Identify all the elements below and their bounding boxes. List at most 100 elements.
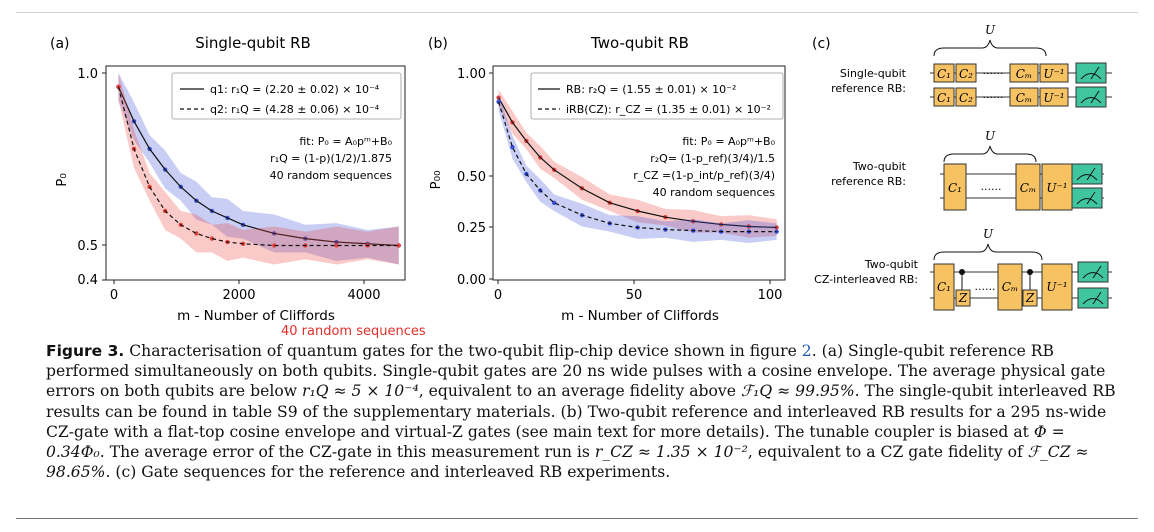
panel-b-legend-1: iRB(CZ): r_CZ = (1.35 ± 0.01) × 10⁻² bbox=[566, 103, 771, 116]
panel-a-legend-1: q2: r₁Q = (4.28 ± 0.06) × 10⁻⁴ bbox=[210, 103, 380, 116]
gate-c1-text: C₁ bbox=[948, 181, 962, 195]
panel-a-ann-0: fit: P₀ = A₀pᵐ+B₀ bbox=[299, 135, 392, 148]
gate-z bbox=[955, 289, 971, 307]
figure-svg: (a) Single-qubit RB 1.0 0.5 0.4 0 2000 4… bbox=[50, 23, 1112, 324]
series-2-point bbox=[396, 243, 401, 248]
series-1-fit-line bbox=[117, 86, 399, 247]
series-2-band bbox=[498, 93, 777, 243]
series-2-point bbox=[334, 243, 339, 248]
caption-text: . The single-qubit interleaved RB result… bbox=[46, 382, 1116, 441]
series-2-point bbox=[209, 236, 215, 241]
dots: ...... bbox=[975, 280, 996, 293]
panel-b-ylabel: P₀₀ bbox=[428, 171, 444, 190]
panel-c-label: (c) bbox=[812, 36, 831, 52]
figure-link[interactable]: 2 bbox=[801, 342, 812, 360]
gate-uinv-text: U⁻¹ bbox=[1043, 67, 1064, 81]
panel-b-plot bbox=[496, 89, 779, 243]
panel-a-ann-1: r₁Q = (1-p)(1/2)/1.875 bbox=[270, 152, 392, 165]
gate-cm bbox=[1015, 163, 1041, 211]
dots: ...... bbox=[981, 180, 1002, 193]
panel-a-xtick-1: 2000 bbox=[222, 288, 255, 303]
meter-needle-icon bbox=[1080, 90, 1102, 104]
panel-a-xtick-2: 4000 bbox=[347, 288, 380, 303]
panel-a-xtick-0: 0 bbox=[110, 288, 118, 303]
panel-a-legend-0: q1: r₁Q = (2.20 ± 0.02) × 10⁻⁴ bbox=[210, 83, 380, 96]
gate-uinv-text: U⁻¹ bbox=[1046, 181, 1067, 195]
caption-text: , equivalent to a CZ gate fidelity of bbox=[747, 443, 1028, 462]
circuit-row2 bbox=[940, 163, 1104, 211]
gate-c2-text: C₂ bbox=[959, 91, 973, 105]
gate-c1-text: C₁ bbox=[937, 91, 951, 105]
panel-b-label: (b) bbox=[428, 36, 448, 52]
series-2-point bbox=[194, 231, 199, 236]
circuit-row1 bbox=[930, 62, 1112, 108]
caption-text: . The average error of the CZ-gate in th… bbox=[99, 443, 595, 462]
gate-c1-text: C₁ bbox=[937, 280, 951, 294]
panel-a-ann-2: 40 random sequences bbox=[270, 169, 393, 182]
gate-c2 bbox=[955, 63, 977, 83]
figure-caption: Figure 3. Characterisation of quantum ga… bbox=[46, 341, 1126, 482]
caption-head: Figure 3. bbox=[46, 342, 125, 360]
gate-c1-text: C₁ bbox=[937, 67, 951, 81]
gate-uinv bbox=[1039, 63, 1069, 83]
panel-b-ann-2: r_CZ =(1-p_int/p_ref)(3/4) bbox=[633, 169, 775, 182]
gate-cm-text: Cₘ bbox=[1002, 280, 1019, 294]
panel-a-ylabel: P₀ bbox=[54, 173, 70, 187]
series-2-point bbox=[271, 243, 277, 248]
panel-a-ytick-0: 1.0 bbox=[77, 67, 98, 82]
gate-cm-text: Cₘ bbox=[1020, 181, 1037, 195]
panel-b-ytick-0: 1.00 bbox=[457, 67, 486, 82]
gate-cm bbox=[997, 263, 1023, 311]
gate-cm bbox=[1009, 87, 1039, 107]
gate-cm-text: Cₘ bbox=[1016, 91, 1033, 105]
circuit-row1-label-line1: Single-qubit bbox=[840, 67, 907, 80]
brace-row1-label: U bbox=[985, 23, 996, 37]
dots: ...... bbox=[983, 88, 1004, 101]
circuit-row2-label-line2: reference RB: bbox=[831, 175, 906, 188]
panel-b-axes bbox=[492, 65, 786, 281]
gate-uinv bbox=[1039, 87, 1069, 107]
panel-a-axes bbox=[105, 65, 406, 281]
gate-c2 bbox=[955, 87, 977, 107]
panel-a-legend bbox=[171, 72, 402, 120]
series-1-band bbox=[118, 73, 399, 265]
brace-row3 bbox=[933, 243, 1043, 261]
panel-a-xlabel: m - Number of Cliffords bbox=[177, 308, 335, 324]
series-2-point bbox=[510, 144, 515, 150]
brace-row2 bbox=[943, 145, 1037, 163]
brace-row2-label: U bbox=[985, 129, 996, 143]
panel-b-ann-3: 40 random sequences bbox=[653, 186, 776, 199]
panel-b-title: Two-qubit RB bbox=[590, 34, 689, 52]
gate-uinv bbox=[1041, 263, 1073, 311]
panel-a-plot bbox=[116, 73, 401, 265]
gate-uinv-text: U⁻¹ bbox=[1043, 91, 1064, 105]
brace-row3-label: U bbox=[983, 227, 994, 241]
gate-z-text: Z bbox=[1025, 291, 1035, 305]
panel-a-ytick-1: 0.5 bbox=[77, 239, 98, 254]
caption-text: Characterisation of quantum gates for th… bbox=[124, 342, 802, 360]
gate-uinv bbox=[1041, 163, 1073, 211]
panel-b-legend bbox=[530, 72, 784, 120]
panel-b-xtick-2: 100 bbox=[758, 288, 783, 303]
panel-a-ytick-2: 0.4 bbox=[77, 273, 98, 288]
panel-b-xtick-1: 50 bbox=[626, 288, 643, 303]
meter-needle-icon bbox=[1082, 291, 1104, 305]
caption-text: . (c) Gate sequences for the reference a… bbox=[105, 463, 671, 482]
panel-b-xlabel: m - Number of Cliffords bbox=[561, 308, 719, 324]
red-annotation: 40 random sequences bbox=[281, 324, 426, 339]
series-2-band bbox=[118, 73, 399, 265]
panel-a-label: (a) bbox=[50, 36, 70, 52]
meter-needle-icon bbox=[1080, 66, 1102, 80]
meter-needle-icon bbox=[1076, 191, 1098, 205]
panel-a-title: Single-qubit RB bbox=[195, 34, 311, 52]
gate-c1 bbox=[943, 163, 967, 211]
circuit-row3-label-line1: Two-qubit bbox=[864, 258, 919, 271]
panel-a-ticks bbox=[102, 72, 365, 284]
meter-needle-icon bbox=[1076, 167, 1098, 181]
series-2-fit-line bbox=[117, 86, 399, 247]
gate-cm bbox=[1009, 63, 1039, 83]
circuit-row3 bbox=[930, 261, 1112, 311]
caption-math: r₁Q ≈ 5 × 10⁻⁴ bbox=[302, 382, 419, 401]
caption-math: r_CZ ≈ 1.35 × 10⁻² bbox=[594, 443, 748, 462]
